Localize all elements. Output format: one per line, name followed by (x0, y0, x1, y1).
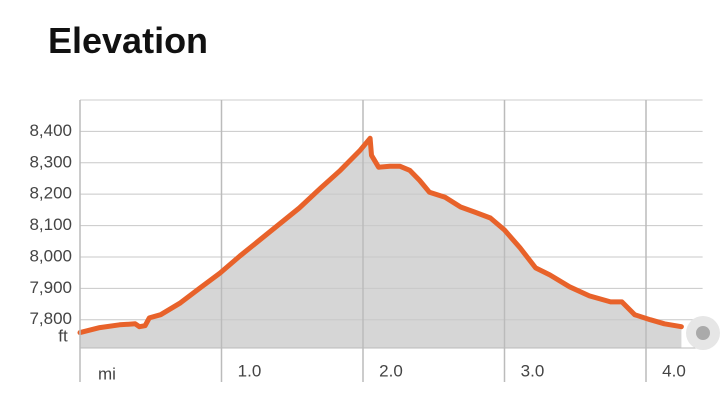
plot: 7,800 7,900 8,000 8,100 8,200 8,300 8,400 1.0 2.… (29, 99, 703, 382)
y-tick-label: 8,000 (29, 246, 72, 265)
x-axis-label: mi (98, 364, 116, 383)
x-tick-label: 1.0 (238, 361, 262, 380)
x-tick-label: 4.0 (662, 361, 686, 380)
x-tick-label: 2.0 (379, 361, 403, 380)
y-tick-label: 8,400 (29, 121, 72, 140)
elevation-line (77, 135, 684, 336)
scrubber-dot (696, 326, 710, 340)
y-tick-label: 7,800 (29, 309, 72, 328)
y-tick-label: 7,900 (29, 278, 72, 297)
y-tick-label: 8,100 (29, 215, 72, 234)
y-tick-label: 8,300 (29, 152, 72, 171)
y-axis-label: ft (58, 326, 68, 345)
x-tick-label: 3.0 (521, 361, 545, 380)
chart-title: Elevation (48, 20, 208, 61)
elevation-area (80, 138, 682, 348)
y-tick-label: 8,200 (29, 184, 72, 203)
